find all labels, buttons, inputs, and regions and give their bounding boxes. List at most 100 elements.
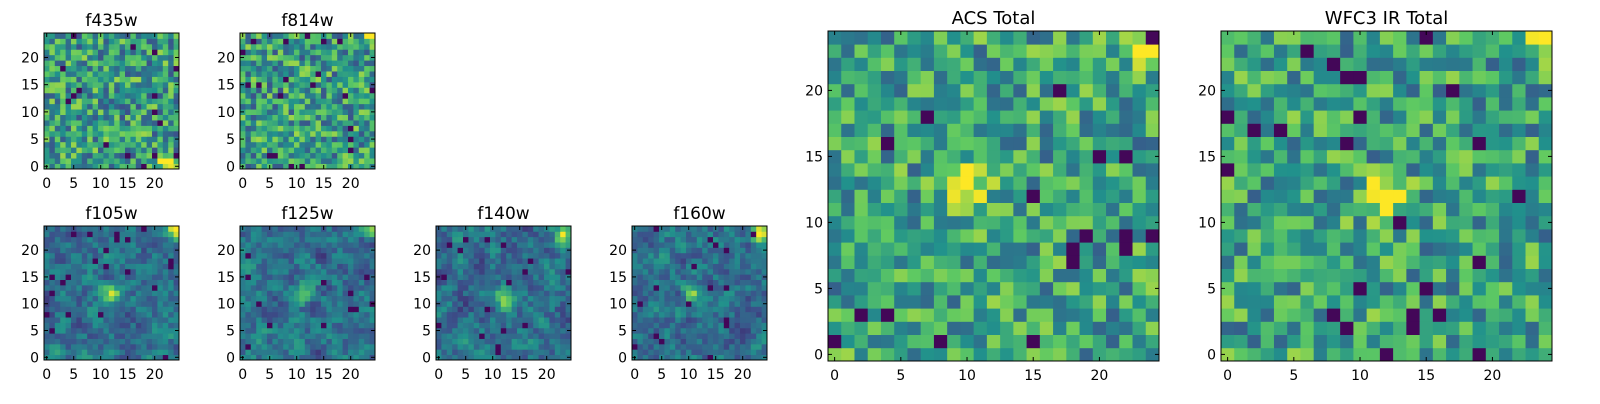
heatmap-cell [130,44,136,50]
heatmap-cell [364,253,370,259]
heatmap-cell [664,339,670,345]
heatmap-cell [348,147,354,153]
heatmap-cell [103,115,109,121]
heatmap-cell [66,274,72,280]
heatmap-cell [337,153,343,159]
heatmap-cell [436,349,442,355]
heatmap-cell [1512,242,1526,256]
heatmap-cell [637,247,643,253]
heatmap-cell [82,136,88,142]
heatmap-cell [441,317,447,323]
heatmap-cell [147,136,153,142]
heatmap-cell [643,322,649,328]
heatmap-cell [528,258,534,264]
heatmap-cell [463,242,469,248]
heatmap-cell [262,87,268,93]
heatmap-cell [114,120,120,126]
heatmap-cell [718,344,724,350]
y-tick-label: 5 [30,324,39,340]
heatmap-cell [130,269,136,275]
heatmap-cell [147,125,153,131]
heatmap-cell [987,97,1001,111]
heatmap-cell [702,339,708,345]
heatmap-cell [841,31,855,45]
heatmap-cell [436,258,442,264]
heatmap-cell [479,247,485,253]
heatmap-cell [828,137,842,151]
heatmap-cell [359,317,365,323]
heatmap-cell [316,82,322,88]
heatmap-cell [272,231,278,237]
heatmap-cell [1327,295,1341,309]
heatmap-cell [245,38,251,44]
heatmap-cell [517,322,523,328]
heatmap-cell [691,296,697,302]
heatmap-cell [490,269,496,275]
heatmap-cell [907,242,921,256]
heatmap-cell [299,49,305,55]
heatmap-cell [82,269,88,275]
heatmap-cell [664,322,670,328]
heatmap-cell [447,258,453,264]
heatmap-cell [1080,57,1094,71]
heatmap-cell [49,237,55,243]
heatmap-cell [136,77,142,83]
heatmap-cell [1473,295,1487,309]
heatmap-cell [267,269,273,275]
heatmap-cell [353,349,359,355]
heatmap-cell [103,104,109,110]
heatmap-cell [66,98,72,104]
heatmap-cell [326,136,332,142]
heatmap-cell [267,71,273,77]
x-tick-label: 0 [630,367,639,383]
heatmap-cell [245,136,251,142]
heatmap-cell [147,131,153,137]
heatmap-cell [1106,203,1120,217]
heatmap-cell [60,158,66,164]
heatmap-cell [49,93,55,99]
heatmap-cell [130,104,136,110]
heatmap-cell [289,98,295,104]
heatmap-cell [256,237,262,243]
heatmap-cell [691,242,697,248]
heatmap-cell [702,226,708,232]
y-tick-label: 10 [217,105,235,121]
heatmap-cell [735,253,741,259]
heatmap-cell [240,71,246,77]
heatmap-cell [294,87,300,93]
heatmap-cell [305,147,311,153]
heatmap-cell [458,333,464,339]
heatmap-cell [71,237,77,243]
heatmap-cell [359,60,365,66]
heatmap-cell [55,60,61,66]
heatmap-cell [921,242,935,256]
heatmap-cell [332,142,338,148]
heatmap-cell [359,328,365,334]
heatmap-cell [1446,189,1460,203]
heatmap-cell [1473,216,1487,230]
heatmap-cell [1420,176,1434,190]
heatmap-cell [103,33,109,39]
heatmap-cell [251,290,257,296]
heatmap-cell [130,290,136,296]
heatmap-cell [326,38,332,44]
heatmap-cell [76,280,82,286]
heatmap-cell [168,237,174,243]
heatmap-cell [643,226,649,232]
heatmap-cell [332,339,338,345]
heatmap-cell [120,312,126,318]
heatmap-cell [136,104,142,110]
heatmap-cell [702,344,708,350]
heatmap-cell [272,142,278,148]
heatmap-cell [316,296,322,302]
heatmap-cell [974,203,988,217]
heatmap-cell [458,231,464,237]
heatmap-cell [141,301,147,307]
heatmap-cell [316,93,322,99]
heatmap-cell [141,322,147,328]
heatmap-cell [49,344,55,350]
heatmap-cell [103,290,109,296]
heatmap-cell [66,253,72,259]
heatmap-cell [1433,255,1447,269]
heatmap-cell [66,109,72,115]
